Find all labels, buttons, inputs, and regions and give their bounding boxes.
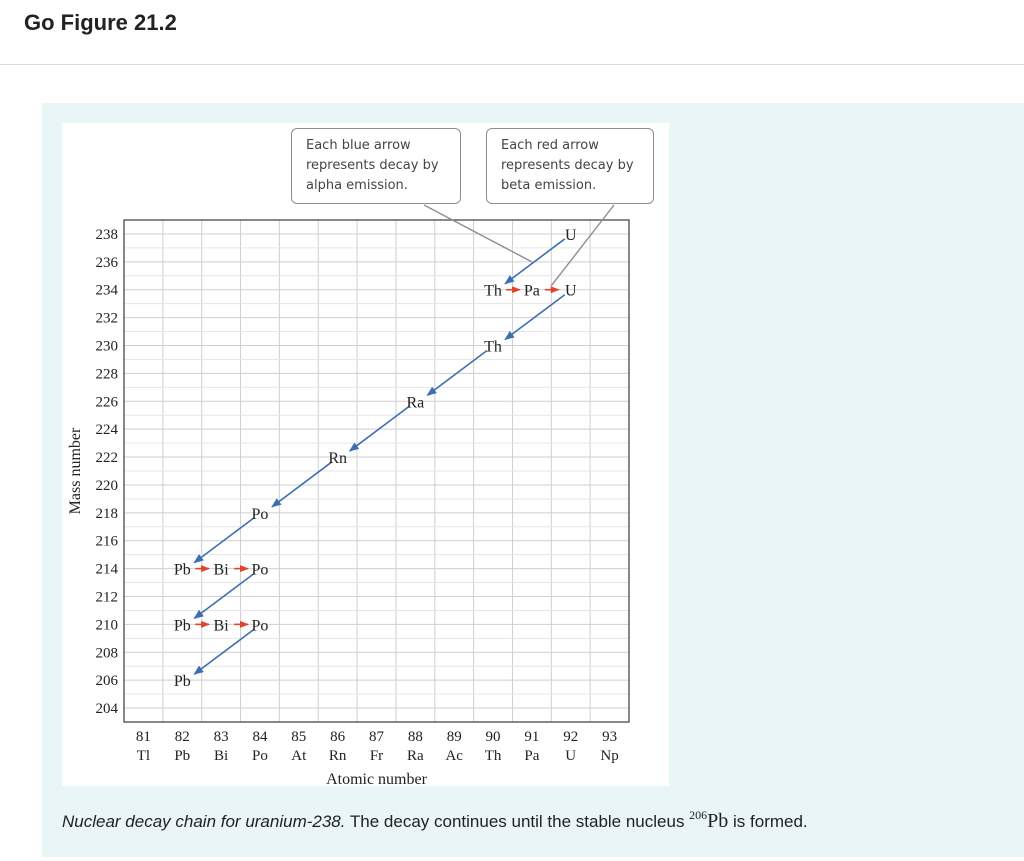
x-tick-symbol: Np bbox=[600, 748, 618, 764]
nuclide-label: U bbox=[565, 283, 577, 300]
x-tick-number: 83 bbox=[214, 729, 229, 745]
caption-text-end: is formed. bbox=[728, 812, 808, 831]
x-tick-number: 93 bbox=[602, 729, 617, 745]
x-tick-number: 92 bbox=[563, 729, 578, 745]
y-tick-label: 222 bbox=[96, 450, 119, 466]
figure-canvas: U Th Pa U Th Ra Rn Po Pb Bi Po Pb Bi Po Pb 204 206 208 21… bbox=[62, 123, 669, 786]
x-tick-symbol: Rn bbox=[329, 748, 347, 764]
x-tick-number: 89 bbox=[447, 729, 462, 745]
y-tick-label: 204 bbox=[96, 701, 119, 717]
alpha-arrow bbox=[504, 238, 566, 285]
alpha-callout: Each blue arrow represents decay by alph… bbox=[291, 128, 461, 204]
x-tick-number: 85 bbox=[291, 729, 306, 745]
nuclide-label: Pb bbox=[174, 673, 191, 690]
header-divider bbox=[0, 64, 1024, 65]
y-tick-label: 212 bbox=[96, 590, 119, 606]
x-tick-symbol: Bi bbox=[214, 748, 228, 764]
alpha-arrow bbox=[504, 294, 566, 341]
nuclide-label: Bi bbox=[214, 617, 230, 634]
caption-text: The decay continues until the stable nuc… bbox=[345, 812, 690, 831]
y-tick-label: 238 bbox=[96, 227, 119, 243]
y-tick-label: 218 bbox=[96, 506, 119, 522]
alpha-arrow bbox=[193, 628, 255, 675]
y-tick-label: 216 bbox=[96, 534, 119, 550]
x-tick-number: 91 bbox=[524, 729, 539, 745]
alpha-arrow bbox=[271, 461, 333, 508]
y-tick-label: 224 bbox=[96, 422, 119, 438]
y-tick-label: 220 bbox=[96, 478, 119, 494]
nuclide-label: U bbox=[565, 227, 577, 244]
x-tick-symbol: At bbox=[291, 748, 307, 764]
x-tick-symbol: Tl bbox=[137, 748, 150, 764]
x-tick-symbol: U bbox=[565, 748, 576, 764]
x-tick-number: 81 bbox=[136, 729, 151, 745]
y-axis-title: Mass number bbox=[67, 427, 84, 514]
figure-caption: Nuclear decay chain for uranium-238. The… bbox=[62, 808, 808, 833]
nuclide-label: Pb bbox=[174, 617, 191, 634]
nuclide-label: Th bbox=[484, 339, 502, 356]
grid-lines bbox=[123, 219, 630, 723]
y-tick-label: 210 bbox=[96, 617, 119, 633]
y-tick-label: 208 bbox=[96, 645, 119, 661]
x-tick-number: 87 bbox=[369, 729, 385, 745]
nuclide-label: Pb bbox=[174, 562, 191, 579]
caption-italic: Nuclear decay chain for uranium-238. bbox=[62, 812, 346, 831]
nuclide-label: Po bbox=[252, 617, 269, 634]
nuclide-label: Bi bbox=[214, 562, 230, 579]
y-tick-label: 230 bbox=[96, 339, 119, 355]
decay-arrows bbox=[193, 238, 566, 675]
isotope-mass: 206 bbox=[689, 808, 708, 822]
nuclide-labels: U Th Pa U Th Ra Rn Po Pb Bi Po Pb Bi Po Pb bbox=[174, 227, 577, 690]
caption-isotope: 206Pb bbox=[689, 808, 729, 832]
x-tick-number: 90 bbox=[486, 729, 501, 745]
x-tick-number: 84 bbox=[252, 729, 268, 745]
nuclide-label: Th bbox=[484, 283, 502, 300]
x-tick-symbol: Po bbox=[252, 748, 268, 764]
plot-frame bbox=[123, 219, 630, 723]
x-tick-symbol: Pa bbox=[524, 748, 539, 764]
nuclide-label: Pa bbox=[524, 283, 540, 300]
callout-leaders bbox=[423, 204, 615, 287]
y-tick-label: 214 bbox=[96, 562, 119, 578]
nuclide-label: Rn bbox=[328, 450, 347, 467]
x-axis-title: Atomic number bbox=[326, 771, 428, 786]
decay-chain-chart: U Th Pa U Th Ra Rn Po Pb Bi Po Pb Bi Po Pb 204 206 208 21… bbox=[67, 204, 630, 786]
nuclide-label: Po bbox=[252, 562, 269, 579]
nuclide-label: Ra bbox=[406, 394, 424, 411]
y-tick-label: 232 bbox=[96, 311, 119, 327]
x-tick-number: 86 bbox=[330, 729, 346, 745]
nuclide-label: Po bbox=[252, 506, 269, 523]
x-tick-symbol: Ac bbox=[445, 748, 463, 764]
y-tick-label: 236 bbox=[96, 255, 119, 271]
y-tick-label: 228 bbox=[96, 366, 119, 382]
alpha-callout-leader bbox=[423, 204, 533, 263]
alpha-arrow bbox=[193, 572, 255, 620]
alpha-arrow bbox=[348, 405, 410, 452]
alpha-arrow bbox=[426, 349, 488, 396]
x-tick-symbol: Pb bbox=[174, 748, 190, 764]
beta-callout-leader bbox=[550, 204, 615, 287]
x-tick-number: 82 bbox=[175, 729, 190, 745]
x-tick-symbol: Th bbox=[485, 748, 502, 764]
y-tick-label: 206 bbox=[96, 673, 119, 689]
axis-labels: 204 206 208 210 212 214 216 218 220 222 224 226 228 2… bbox=[67, 227, 619, 786]
beta-callout: Each red arrow represents decay by beta … bbox=[486, 128, 654, 204]
alpha-arrow bbox=[193, 517, 255, 564]
y-tick-label: 234 bbox=[96, 283, 119, 299]
y-tick-label: 226 bbox=[96, 394, 119, 410]
isotope-symbol: Pb bbox=[707, 810, 729, 832]
page-heading: Go Figure 21.2 bbox=[24, 10, 177, 35]
x-tick-symbol: Ra bbox=[407, 748, 424, 764]
x-tick-number: 88 bbox=[408, 729, 423, 745]
x-tick-symbol: Fr bbox=[370, 748, 383, 764]
